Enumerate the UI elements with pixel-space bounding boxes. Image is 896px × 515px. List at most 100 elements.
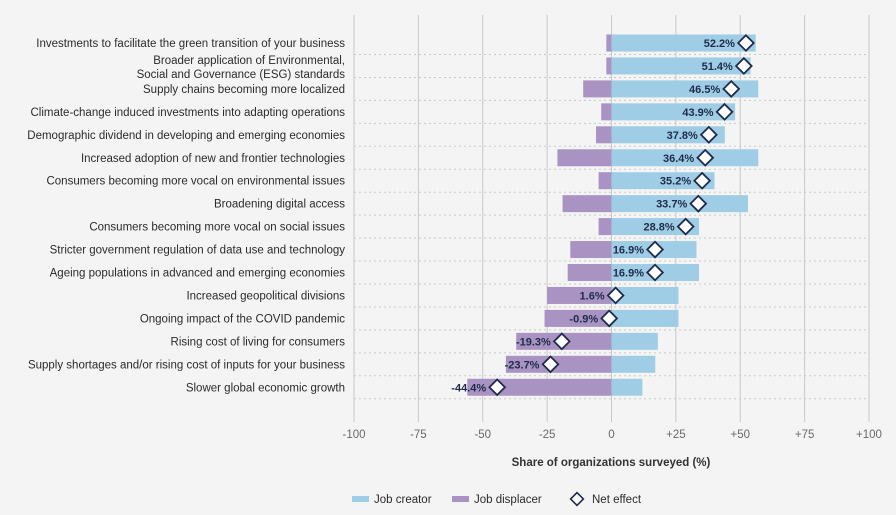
net-effect-marker	[715, 102, 734, 121]
job-creator-bar	[611, 126, 725, 144]
net-effect-marker	[734, 56, 753, 76]
category-label: Broadening digital access	[214, 199, 345, 211]
job-creator-bar	[611, 34, 756, 52]
job-displacer-bar	[547, 286, 612, 304]
job-creator-bar	[611, 103, 736, 121]
net-effect-marker	[696, 148, 715, 167]
net-effect-label: -44.4%	[451, 382, 486, 394]
category-label: Ageing populations in advanced and emerg…	[50, 268, 346, 280]
x-tick-label: +50	[730, 429, 750, 441]
net-effect-label: 16.9%	[613, 245, 644, 257]
job-displacer-bar	[601, 103, 612, 121]
category-label: Climate-change induced investments into …	[30, 107, 345, 119]
job-creator-bar	[611, 149, 759, 167]
job-creator-bar	[611, 332, 658, 350]
job-creator-bar	[611, 218, 700, 236]
net-effect-marker	[676, 217, 695, 236]
net-effect-label: 28.8%	[643, 222, 674, 234]
category-label: Consumers becoming more vocal on social …	[89, 222, 345, 234]
legend-job-creator-label: Job creator	[374, 494, 432, 506]
job-displacer-bar	[606, 34, 612, 52]
category-labels: Investments to facilitate the green tran…	[27, 38, 345, 394]
job-creator-bar	[611, 378, 643, 396]
job-displacer-bar	[467, 378, 612, 396]
category-label: Increased geopolitical divisions	[186, 290, 345, 302]
net-effect-label: -23.7%	[505, 359, 540, 371]
job-displacer-bar	[598, 172, 612, 190]
net-effect-label: -19.3%	[516, 336, 551, 348]
job-displacer-bar	[557, 149, 612, 167]
net-effect-marker	[552, 332, 571, 351]
job-creator-bar	[611, 80, 759, 98]
net-effect-marker	[689, 194, 708, 213]
legend-job-creator-swatch	[352, 496, 369, 502]
category-label-line: Broader application of Environmental,	[153, 55, 345, 67]
category-label-line: Social and Governance (ESG) standards	[137, 69, 346, 81]
x-tick-label: +100	[856, 429, 882, 441]
net-effect-label: 36.4%	[663, 153, 694, 165]
net-effect-marker	[645, 240, 665, 259]
category-label: Demographic dividend in developing and e…	[27, 130, 345, 142]
job-displacer-bar	[596, 126, 612, 144]
job-displacer-bar	[606, 57, 612, 75]
net-effect-markers: 52.2% 51.4% 46.5% 43.9% 37.8% 36.4% 35.2% 33.7%…	[451, 33, 755, 397]
category-label: Supply chains becoming more localized	[143, 84, 345, 96]
net-effect-label: 37.8%	[667, 130, 698, 142]
category-label: Consumers becoming more vocal on environ…	[46, 176, 345, 188]
x-axis-title: Share of organizations surveyed (%)	[512, 457, 711, 469]
job-displacer-bar	[598, 218, 612, 236]
net-effect-marker	[645, 263, 665, 282]
net-effect-label: 33.7%	[656, 199, 687, 211]
job-creator-bar	[611, 172, 715, 190]
x-tick-label: +25	[666, 429, 686, 441]
net-effect-marker	[488, 378, 507, 397]
net-effect-label: 35.2%	[660, 176, 691, 188]
job-displacer-bar	[544, 309, 612, 327]
job-creator-bar	[611, 57, 751, 75]
category-label: Slower global economic growth	[186, 382, 345, 394]
category-label: Stricter government regulation of data u…	[50, 245, 346, 257]
net-effect-marker	[693, 171, 712, 190]
net-effect-label: 46.5%	[689, 84, 720, 96]
net-effect-marker	[600, 309, 619, 328]
legend-net-effect-label: Net effect	[592, 494, 642, 506]
category-label: Rising cost of living for consumers	[171, 336, 346, 348]
net-effect-label: 16.9%	[613, 268, 644, 280]
job-displacer-bar	[567, 264, 612, 281]
job-creator-bar	[611, 195, 748, 213]
legend-job-displacer-label: Job displacer	[474, 494, 542, 506]
x-tick-label: 0	[608, 429, 614, 441]
net-effect-label: -0.9%	[569, 313, 598, 325]
category-label: Increased adoption of new and frontier t…	[81, 153, 345, 165]
legend-job-displacer-swatch	[452, 496, 469, 502]
x-tick-label: -100	[342, 429, 365, 441]
legend: Job creator Job displacer Net effect	[352, 491, 642, 507]
job-creator-bar	[611, 309, 679, 327]
job-creator-bar	[611, 355, 656, 373]
x-tick-label: -50	[474, 429, 491, 441]
net-effect-marker	[736, 33, 755, 53]
x-tick-label: +75	[795, 429, 815, 441]
job-displacer-bar	[583, 80, 612, 98]
bars	[467, 34, 759, 396]
legend-net-effect-swatch	[569, 491, 585, 507]
net-effect-label: 52.2%	[704, 38, 735, 50]
x-axis-ticks: -100 -75 -50 -25 0 +25 +50 +75 +100	[342, 429, 881, 441]
net-effect-label: 43.9%	[682, 107, 713, 119]
category-label: Supply shortages and/or rising cost of i…	[28, 359, 345, 371]
category-label: Investments to facilitate the green tran…	[36, 38, 345, 50]
category-label: Ongoing impact of the COVID pandemic	[140, 313, 345, 325]
net-effect-label: 51.4%	[702, 61, 733, 73]
job-displacer-bar	[570, 241, 612, 259]
net-effect-marker	[606, 286, 625, 305]
net-effect-label: 1.6%	[580, 290, 605, 302]
x-tick-label: -25	[539, 429, 556, 441]
category-label: Broader application of Environmental, Soc…	[137, 55, 346, 81]
job-displacer-bar	[562, 195, 612, 213]
net-effect-marker	[722, 79, 741, 98]
net-effect-marker	[699, 125, 718, 144]
net-effect-marker	[541, 355, 560, 374]
x-tick-label: -75	[410, 429, 427, 441]
job-creator-bar	[611, 286, 679, 304]
